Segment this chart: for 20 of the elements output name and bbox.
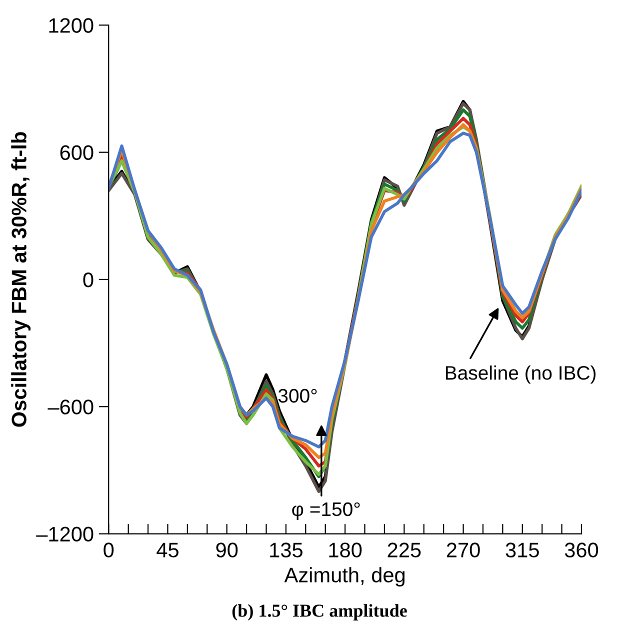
text: (b) 1.5° IBC amplitude xyxy=(232,604,407,620)
x-tick-label: 135 xyxy=(270,542,302,558)
x-tick-label: 270 xyxy=(446,542,480,558)
annotation: Baseline (no IBC) xyxy=(446,366,596,384)
annotation: φ =150° xyxy=(292,502,360,520)
annotation: 300° xyxy=(278,388,317,403)
x-tick-label: 225 xyxy=(388,542,421,558)
y-tick-label: –600 xyxy=(48,400,94,414)
y-tick-label: 1200 xyxy=(49,18,94,33)
x-tick-label: 360 xyxy=(564,542,598,558)
y-tick-label: 0 xyxy=(83,272,94,288)
x-tick-label: 180 xyxy=(329,542,362,558)
x-tick-label: 45 xyxy=(156,542,178,558)
x-tick-label: 0 xyxy=(104,542,114,558)
y-tick-label: 600 xyxy=(60,145,94,160)
x-axis-title: Azimuth, deg xyxy=(284,567,405,587)
y-axis-title: Oscillatory FBM at 30%R, ft-lb xyxy=(11,132,31,427)
x-tick-label: 315 xyxy=(506,542,539,558)
y-tick-label: –1200 xyxy=(36,526,94,542)
x-tick-label: 90 xyxy=(216,542,238,558)
